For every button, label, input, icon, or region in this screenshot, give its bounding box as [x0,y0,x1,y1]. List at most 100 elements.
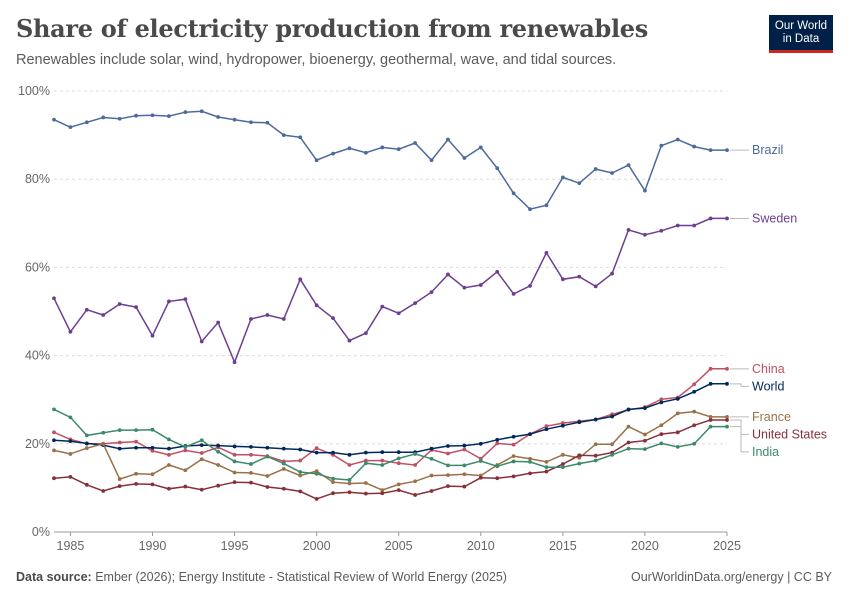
y-tick-label: 100% [18,84,50,98]
data-point-world [659,400,664,405]
data-point-india [134,428,138,433]
data-point-france [347,481,352,486]
data-point-india [495,464,500,469]
data-point-world [249,444,253,449]
data-point-france [249,471,253,475]
data-point-world [396,450,401,455]
data-point-brazil [150,113,155,118]
data-point-united-states [462,484,467,489]
data-point-india [150,427,155,432]
data-point-china [380,458,385,463]
data-point-brazil [117,116,122,121]
data-point-brazil [347,146,352,151]
data-point-india [446,463,450,468]
data-point-china [183,448,188,453]
y-tick-label: 20% [25,437,50,451]
data-point-sweden [199,339,204,344]
data-point-united-states [511,474,516,479]
footer-source: Data source: Ember (2026); Energy Instit… [16,570,507,584]
source-text: Ember (2026); Energy Institute - Statist… [95,570,507,584]
data-point-united-states [117,484,122,489]
data-point-united-states [52,476,56,481]
data-point-world [314,450,319,455]
data-point-sweden [380,304,385,309]
data-point-brazil [528,207,532,212]
data-point-united-states [183,484,188,489]
data-point-brazil [675,137,680,142]
data-point-world [528,432,532,436]
data-point-sweden [560,277,565,282]
data-point-brazil [511,191,516,196]
data-point-sweden [495,269,500,274]
data-point-sweden [544,250,549,255]
data-point-india [68,415,73,420]
data-point-brazil [167,114,171,119]
data-point-france [380,488,385,493]
data-point-sweden [511,291,516,296]
data-point-brazil [593,167,598,171]
data-point-united-states [396,488,401,493]
data-point-france [134,471,138,476]
footer-link[interactable]: OurWorldinData.org/energy | CC BY [630,570,832,584]
data-point-brazil [249,120,253,125]
data-point-sweden [675,223,680,228]
data-point-united-states [429,489,434,493]
data-point-brazil [363,150,368,155]
data-point-united-states [495,476,500,481]
data-point-brazil [495,166,500,171]
data-point-france [150,472,155,477]
data-point-united-states [544,469,549,474]
data-point-brazil [101,115,106,120]
data-point-china [544,424,549,429]
data-point-china [560,421,565,425]
data-point-sweden [52,296,56,301]
data-point-sweden [659,228,664,233]
data-point-united-states [380,491,385,496]
data-point-sweden [167,299,171,304]
data-point-brazil [544,203,549,208]
data-point-france [511,454,516,459]
data-point-world [511,434,516,439]
data-point-united-states [331,491,335,496]
data-point-sweden [347,338,352,343]
series-line-world [53,383,727,456]
data-point-france [429,473,434,478]
data-point-brazil [265,120,270,125]
data-point-china [150,448,155,453]
data-point-brazil [692,144,697,149]
data-point-france [167,463,171,467]
owid-logo[interactable]: Our World in Data [769,15,833,53]
data-point-india [643,447,647,451]
data-point-sweden [577,274,582,279]
data-point-china [249,452,253,457]
data-point-china [446,451,450,456]
data-point-china [134,439,138,444]
data-point-world [117,446,122,451]
data-point-world [675,396,680,401]
data-point-world [281,446,286,451]
data-point-france [101,441,106,446]
data-point-united-states [314,497,319,501]
data-point-united-states [249,480,253,485]
data-point-world [298,447,303,452]
data-point-brazil [577,181,582,186]
data-point-sweden [725,216,729,221]
data-point-india [363,461,368,466]
data-point-united-states [446,484,450,489]
data-point-china [659,397,664,402]
data-point-sweden [150,333,155,338]
data-point-france [265,474,270,478]
data-point-world [593,417,598,422]
data-point-india [593,458,598,463]
data-point-india [232,459,237,464]
data-point-sweden [593,284,598,289]
data-point-world [68,439,73,444]
data-point-united-states [68,474,73,479]
data-point-brazil [708,148,713,152]
data-point-united-states [363,491,368,496]
series-label-world: World [752,379,784,393]
data-point-china [495,441,500,446]
data-point-world [462,443,467,448]
data-point-united-states [167,486,171,491]
data-point-world [52,438,56,443]
